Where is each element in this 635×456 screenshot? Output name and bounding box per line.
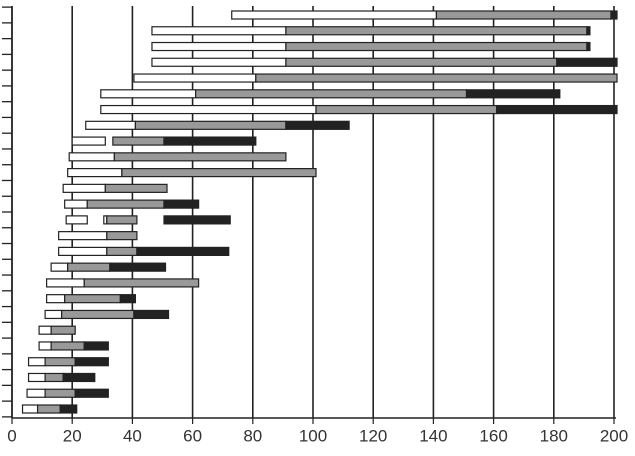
bar-segment <box>46 278 85 288</box>
bar-segment <box>163 215 231 225</box>
bar-segment <box>106 215 138 225</box>
bar-segment <box>151 41 287 52</box>
bar-segment <box>44 357 76 367</box>
bar-segment <box>556 57 618 67</box>
bar-segment <box>61 309 135 320</box>
bar-segment <box>100 89 197 99</box>
bar-segment <box>106 246 138 256</box>
bar-segment <box>100 104 317 115</box>
bar-segment <box>44 388 76 398</box>
bar-segment <box>435 10 612 20</box>
bar-segment <box>315 104 498 115</box>
bar-segment <box>64 199 88 209</box>
bar-segment <box>133 309 170 320</box>
bar-segment <box>151 26 287 36</box>
bar-segment <box>62 183 106 193</box>
bar-segment <box>586 26 591 36</box>
bar-segment <box>44 309 63 320</box>
bar-segment <box>62 372 96 383</box>
bar-segment <box>586 41 591 52</box>
bar-segment <box>26 388 46 398</box>
bar-segment <box>610 10 618 20</box>
bar-segment <box>68 152 115 162</box>
bar-segment <box>113 152 287 162</box>
x-tick-label: 100 <box>299 426 327 445</box>
bar-segment <box>67 168 123 178</box>
bar-segment <box>285 41 588 52</box>
bar-segment <box>121 168 317 178</box>
bar-segment <box>50 262 69 272</box>
bar-segment <box>104 183 168 193</box>
bar-segment <box>136 246 230 256</box>
bar-segment <box>67 262 111 272</box>
bar-segment <box>106 231 138 241</box>
bar-segment <box>50 341 85 351</box>
bar-segment <box>163 199 200 209</box>
bar-segment <box>285 120 350 130</box>
x-tick-label: 60 <box>183 426 202 445</box>
bar-segment <box>74 357 109 367</box>
bar-segment <box>496 104 618 115</box>
bar-segment <box>36 404 61 414</box>
bar-segment <box>74 388 109 398</box>
bar-segment <box>112 136 165 146</box>
x-tick-label: 40 <box>123 426 142 445</box>
bar-segment <box>195 89 468 99</box>
bar-segment <box>86 199 165 209</box>
bar-segment <box>83 278 200 288</box>
x-tick-label: 160 <box>479 426 507 445</box>
bar-segment <box>38 325 52 335</box>
bar-segment <box>58 246 108 256</box>
bar-segment <box>133 73 257 83</box>
bar-segment <box>71 136 106 146</box>
x-tick-label: 0 <box>7 426 16 445</box>
bar-segment <box>285 57 558 67</box>
bar-segment <box>27 372 46 383</box>
x-tick-label: 200 <box>600 426 628 445</box>
x-tick-label: 80 <box>243 426 262 445</box>
bar-segment <box>21 404 39 414</box>
bar-segment <box>163 136 257 146</box>
bar-segment <box>151 57 287 67</box>
bar-segment <box>134 120 287 130</box>
bar-segment <box>119 294 137 304</box>
bar-segment <box>65 215 88 225</box>
bar-segment <box>58 231 108 241</box>
bar-segment <box>27 357 46 367</box>
x-tick-label: 120 <box>359 426 387 445</box>
x-tick-label: 180 <box>540 426 568 445</box>
bar-segment <box>285 26 588 36</box>
bar-segment <box>59 404 78 414</box>
bar-segment <box>255 73 618 83</box>
x-tick-label: 20 <box>63 426 82 445</box>
bar-segment <box>83 341 109 351</box>
bar-segment <box>465 89 561 99</box>
bar-segment <box>231 10 438 20</box>
bar-segment <box>50 325 76 335</box>
bar-segment <box>109 262 167 272</box>
bar-segment <box>44 372 64 383</box>
x-tick-label: 140 <box>419 426 447 445</box>
bar-segment <box>85 120 137 130</box>
bar-segment <box>46 294 66 304</box>
bar-segment <box>38 341 52 351</box>
bar-segment <box>64 294 121 304</box>
